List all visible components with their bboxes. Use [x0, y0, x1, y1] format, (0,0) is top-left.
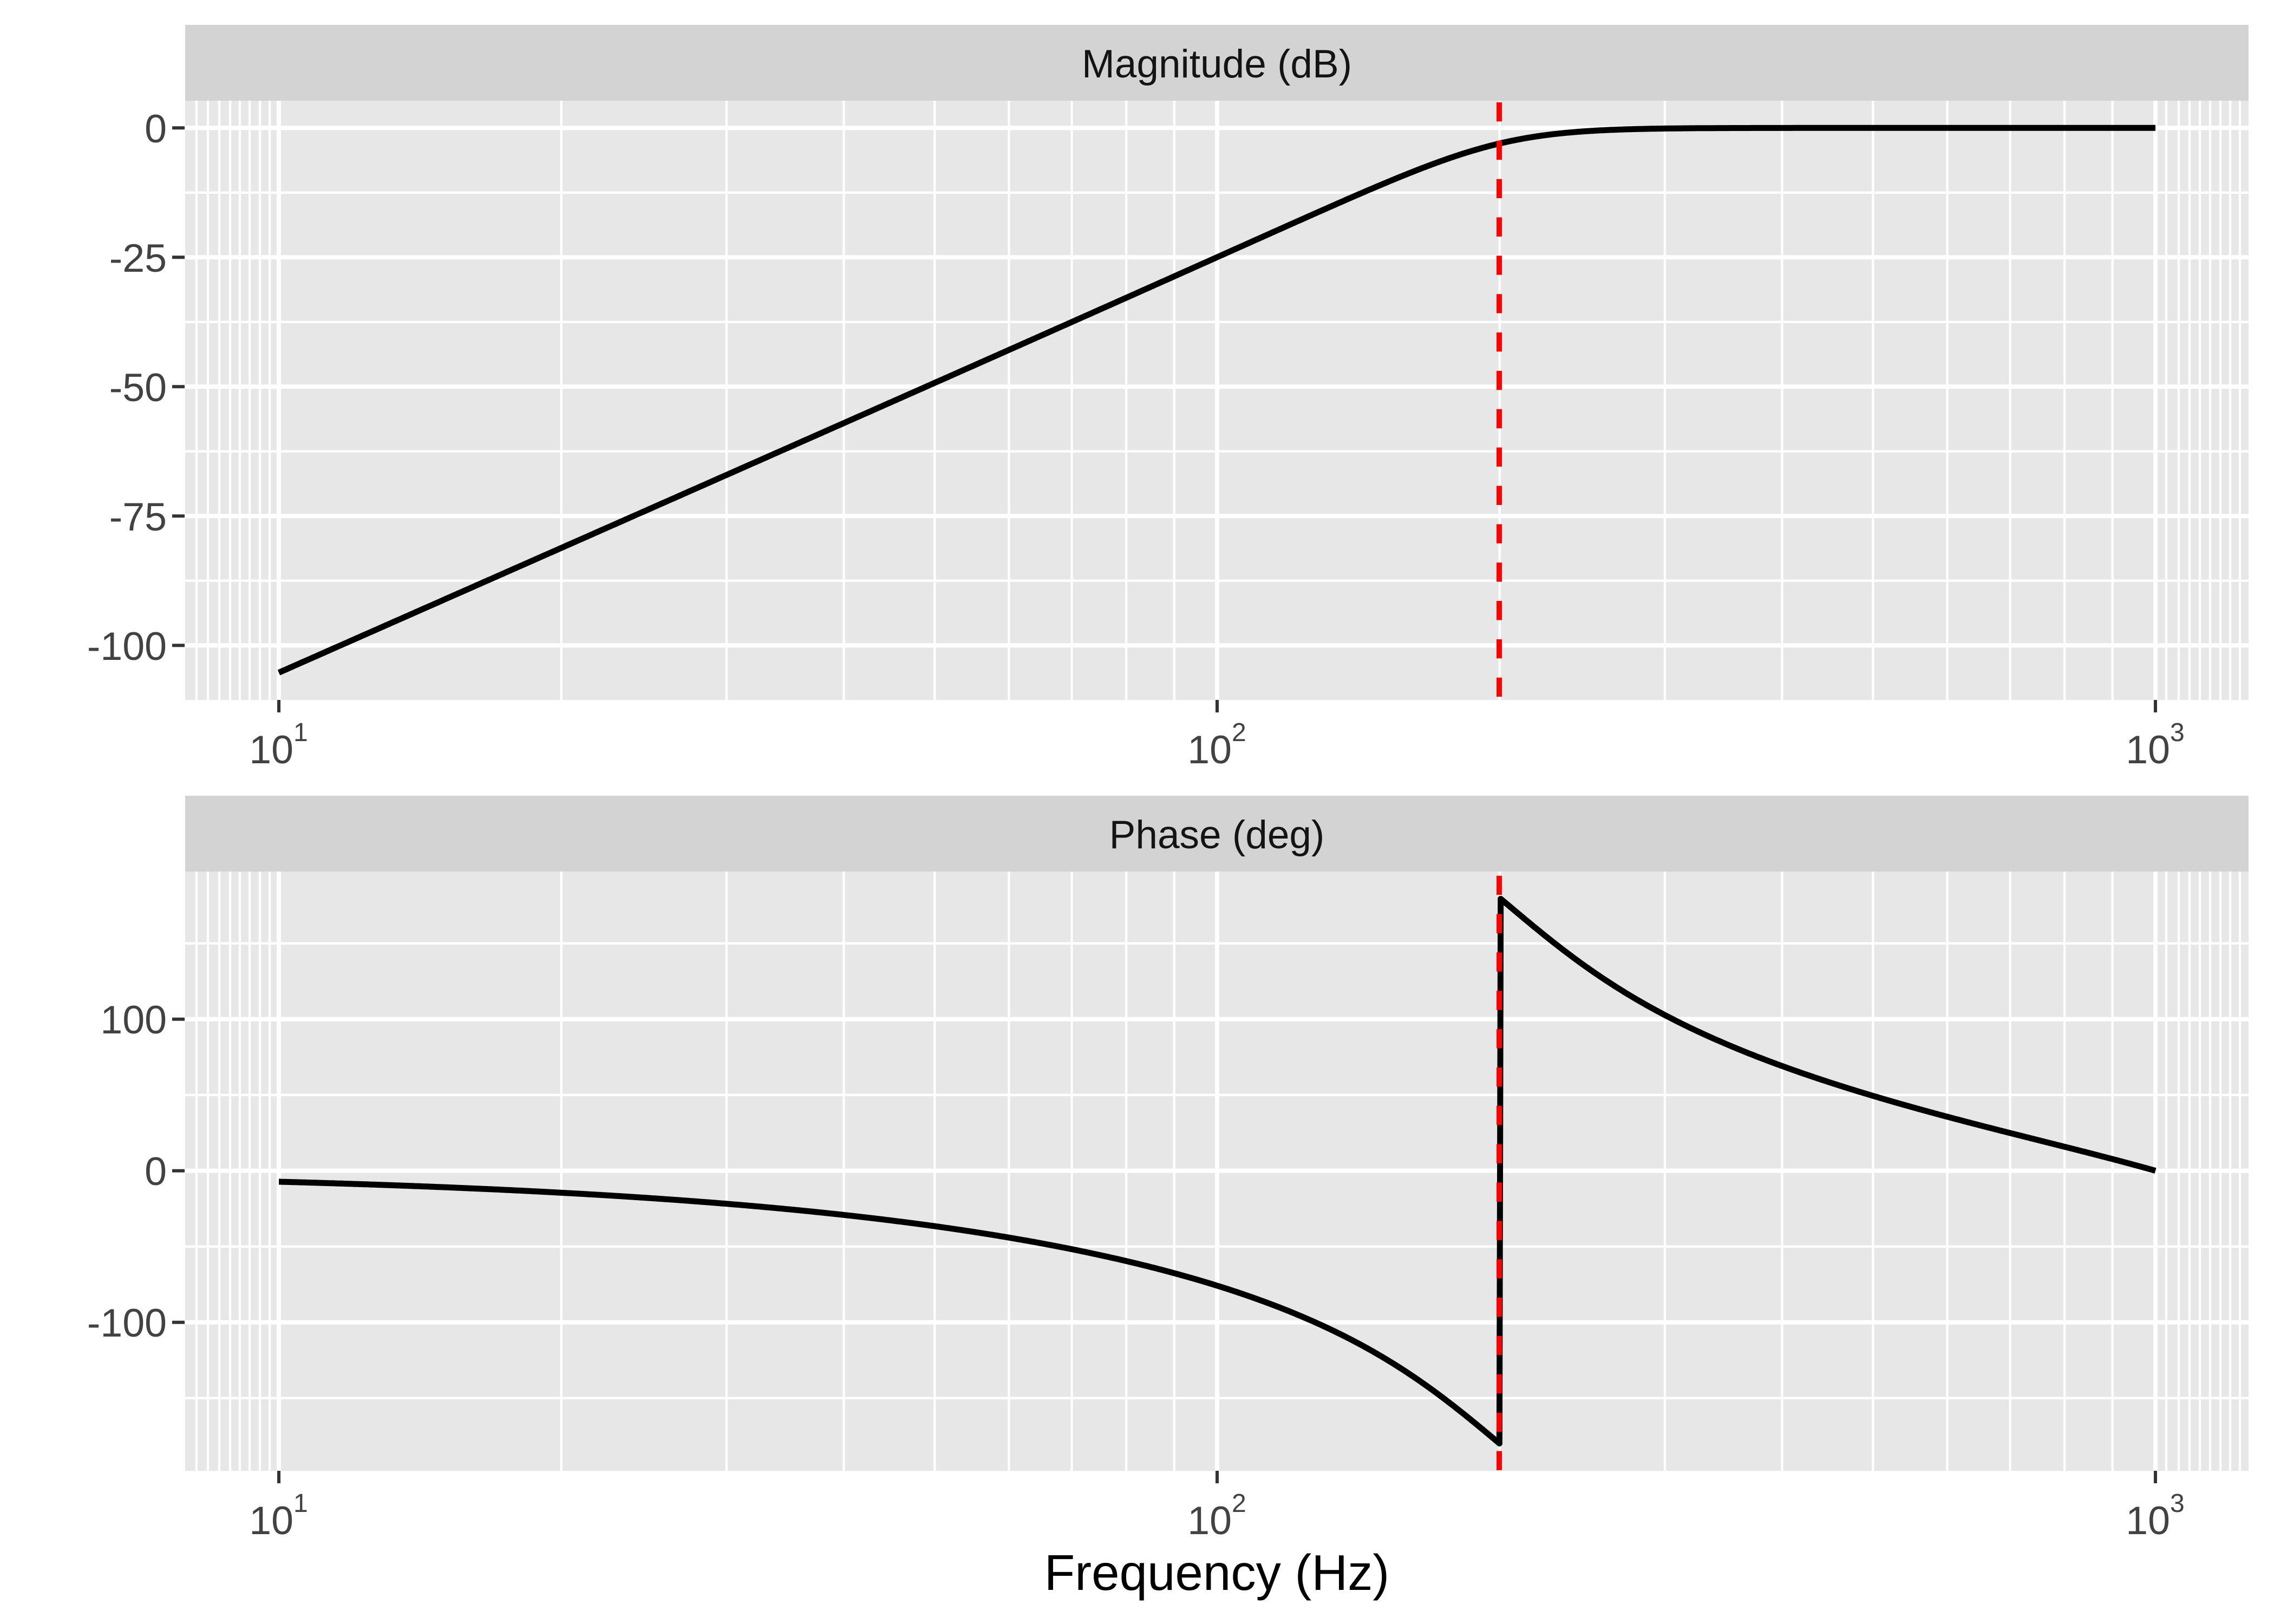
svg-text:10: 10: [1187, 727, 1232, 772]
svg-text:1: 1: [293, 1489, 308, 1518]
svg-text:2: 2: [1232, 718, 1246, 747]
svg-text:1: 1: [293, 718, 308, 747]
svg-text:10: 10: [2126, 1498, 2170, 1543]
svg-text:Magnitude (dB): Magnitude (dB): [1082, 42, 1352, 86]
svg-text:-100: -100: [87, 1300, 167, 1345]
svg-text:3: 3: [2170, 1489, 2185, 1518]
svg-text:0: 0: [145, 106, 167, 151]
svg-text:-100: -100: [87, 624, 167, 669]
svg-text:2: 2: [1232, 1489, 1246, 1518]
svg-text:-75: -75: [109, 494, 167, 539]
svg-text:10: 10: [1187, 1498, 1232, 1543]
svg-text:10: 10: [249, 1498, 293, 1543]
svg-text:10: 10: [2126, 727, 2170, 772]
svg-text:0: 0: [145, 1149, 167, 1194]
svg-text:-50: -50: [109, 365, 167, 410]
svg-text:3: 3: [2170, 718, 2185, 747]
svg-text:Phase (deg): Phase (deg): [1109, 813, 1325, 857]
svg-text:10: 10: [249, 727, 293, 772]
svg-text:-25: -25: [109, 235, 167, 280]
svg-text:Frequency (Hz): Frequency (Hz): [1044, 1544, 1389, 1601]
svg-text:100: 100: [100, 997, 167, 1042]
